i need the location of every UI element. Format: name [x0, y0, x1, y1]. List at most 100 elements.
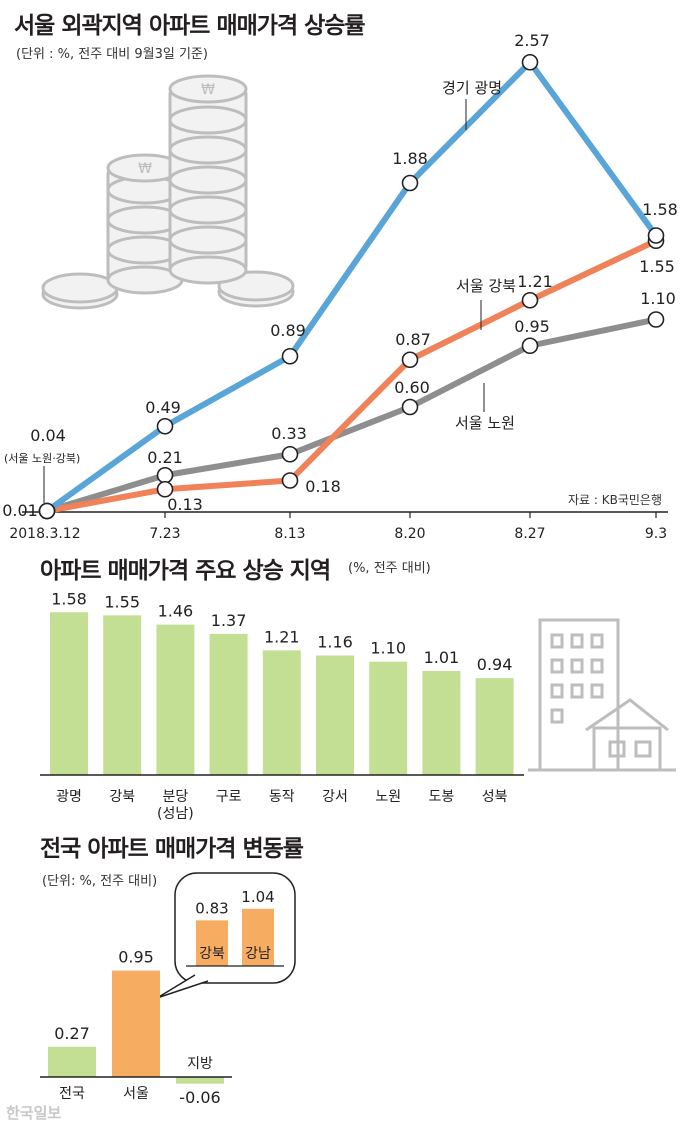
- category-label: (성남): [157, 806, 194, 822]
- data-point: [38, 502, 56, 520]
- x-tick-label: 7.23: [149, 526, 180, 542]
- bar: [316, 655, 354, 775]
- category-label: 분당: [163, 789, 189, 805]
- line-chart: 2018.3.12 7.23 8.13 8.20 8.27 9.3 자료 : KB국민은행 0…: [2, 31, 678, 542]
- bar-value-label: 0.94: [477, 655, 513, 674]
- category-label: 지방: [187, 1056, 213, 1072]
- bar-value-label: 1.55: [104, 592, 140, 611]
- bar: [262, 650, 301, 775]
- x-tick-label: 9.3: [645, 526, 667, 542]
- building-illustration: [528, 618, 676, 772]
- series-label-nowon: 서울 노원: [455, 414, 515, 432]
- coins-illustration: ₩ ₩: [41, 74, 295, 310]
- data-point: [647, 311, 665, 328]
- bar-value-label: 1.46: [158, 602, 194, 621]
- bar-value-label: 0.27: [54, 1024, 90, 1043]
- x-tick-label: 8.13: [274, 526, 305, 542]
- data-point: [281, 445, 299, 463]
- category-label: 동작: [269, 789, 295, 805]
- inset-category-label: 강남: [245, 946, 271, 962]
- data-point: [647, 227, 665, 244]
- data-label: 0.33: [271, 424, 307, 443]
- bar-value-label: 1.37: [211, 611, 247, 630]
- bar-chart-national: 0.27 전국 0.95 서울 -0.06 지방 0.83 강북 1.04 강남: [40, 872, 296, 1107]
- bar: [422, 670, 461, 775]
- category-label: 도봉: [429, 789, 455, 805]
- data-label: 1.88: [392, 149, 428, 168]
- data-label: 0.87: [395, 330, 431, 349]
- bar: [156, 624, 195, 775]
- category-label: 강북: [109, 789, 135, 805]
- data-point: [521, 53, 539, 71]
- bar-value-label: 1.58: [51, 589, 87, 608]
- source-note: 자료 : KB국민은행: [568, 492, 662, 507]
- inset-value-label: 0.83: [195, 899, 228, 917]
- data-label: 0.18: [305, 477, 341, 496]
- watermark: 한국일보: [6, 1104, 61, 1122]
- bar-chart-regions: 1.58 광명 1.55 강북 1.46 분당(성남) 1.37 구로 1.21 동작 1.16 강서…: [40, 589, 524, 822]
- series-line: [45, 59, 659, 514]
- data-label: 1.55: [639, 257, 675, 276]
- data-point: [156, 466, 174, 484]
- category-label: 전국: [59, 1086, 85, 1102]
- data-point: [156, 480, 174, 498]
- bar-value-label: 1.21: [264, 627, 300, 646]
- bar-value-label: 0.95: [118, 948, 154, 967]
- bar: [209, 633, 248, 775]
- inset-bar: [242, 908, 274, 966]
- data-label: 0.13: [167, 495, 203, 514]
- bar-value-label: 1.16: [317, 633, 353, 652]
- series-label-gyeonggi: 경기 광명: [442, 79, 502, 97]
- category-label: 서울: [123, 1086, 149, 1102]
- data-label: 0.95: [514, 317, 550, 336]
- bar: [176, 1077, 224, 1084]
- data-label: 0.89: [270, 321, 306, 340]
- data-point: [401, 174, 419, 192]
- x-tick-label: 8.27: [514, 526, 545, 542]
- series-line: [46, 238, 658, 514]
- chart3-title: 전국 아파트 매매가격 변동률: [40, 836, 304, 862]
- category-label: 성북: [482, 789, 508, 805]
- inset-value-label: 1.04: [241, 888, 274, 906]
- won-icon: ₩: [138, 161, 152, 177]
- data-point: [401, 398, 419, 416]
- data-label: 1.21: [517, 272, 553, 291]
- start-note: (서울 노원·강북): [4, 452, 80, 465]
- category-label: 노원: [375, 789, 401, 805]
- series-label-gangbuk: 서울 강북: [456, 277, 516, 295]
- chart3-subtitle: (단위: %, 전주 대비): [42, 874, 158, 889]
- bar: [112, 970, 160, 1077]
- category-label: 광명: [56, 789, 82, 805]
- data-label: 1.58: [642, 200, 678, 219]
- data-point: [521, 337, 539, 355]
- data-point: [156, 417, 174, 435]
- data-label: 2.57: [514, 31, 550, 50]
- bar: [50, 612, 88, 775]
- category-label: 강서: [322, 789, 348, 805]
- chart1-title: 서울 외곽지역 아파트 매매가격 상승률: [14, 13, 366, 39]
- bar: [48, 1046, 96, 1077]
- inset-bar: [196, 920, 228, 966]
- series-line: [46, 316, 657, 514]
- x-tick-label: 8.20: [394, 526, 425, 542]
- bar: [369, 661, 408, 775]
- data-label: 0.04: [30, 426, 66, 445]
- chart2-subtitle: (%, 전주 대비): [348, 561, 431, 576]
- data-point: [281, 347, 299, 365]
- chart2-title: 아파트 매매가격 주요 상승 지역: [40, 558, 331, 584]
- inset-category-label: 강북: [199, 946, 225, 962]
- data-label: 0.49: [145, 398, 181, 417]
- won-icon: ₩: [201, 82, 215, 98]
- data-point: [281, 472, 299, 489]
- category-label: 구로: [216, 789, 242, 805]
- data-label: 0.01: [2, 501, 38, 520]
- bar: [103, 615, 142, 775]
- bar-value-label: 1.01: [424, 648, 460, 667]
- data-point: [521, 291, 539, 309]
- data-label: 0.60: [394, 378, 430, 397]
- data-label: 1.10: [640, 289, 676, 308]
- bar-value-label: -0.06: [179, 1088, 220, 1107]
- chart1-subtitle: (단위 : %, 전주 대비 9월3일 기준): [16, 47, 208, 62]
- x-tick-label: 2018.3.12: [9, 526, 80, 542]
